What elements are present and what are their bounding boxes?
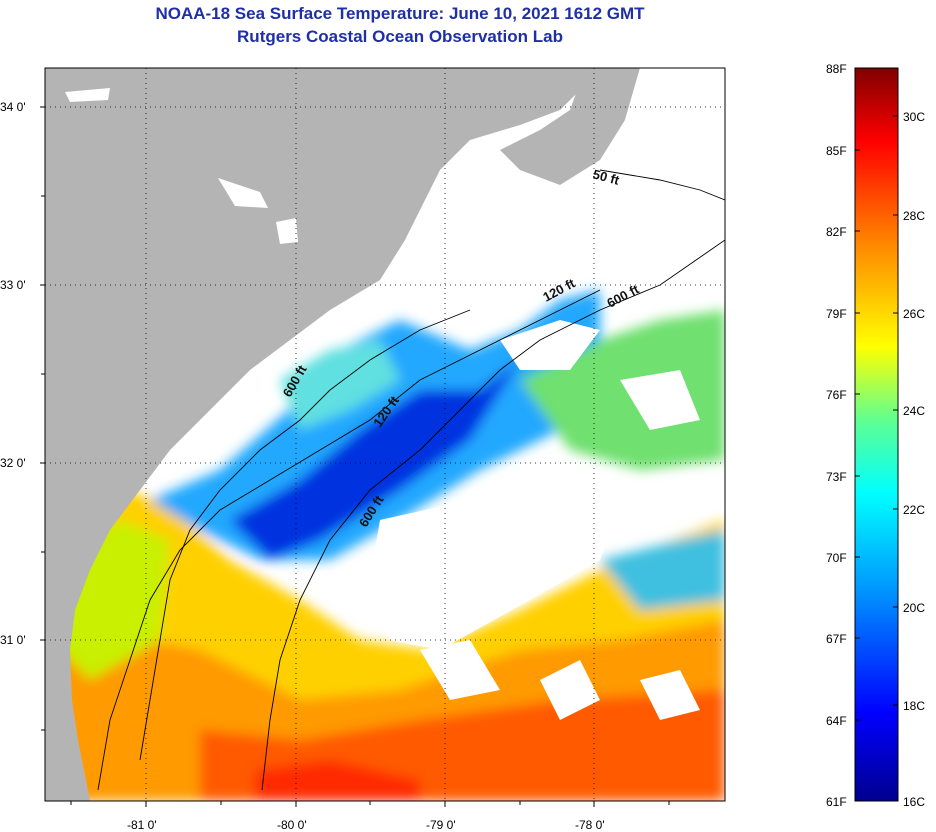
lon-label-79: -79 0' bbox=[426, 818, 456, 832]
sst-field: 50 ft 120 ft 600 ft 120 ft 600 ft 600 ft bbox=[45, 68, 725, 801]
cb-f-73: 73F bbox=[826, 470, 847, 484]
lon-label-81: -81 0' bbox=[127, 818, 157, 832]
lat-label-32: 32 0' bbox=[0, 456, 26, 470]
cb-c-22: 22C bbox=[903, 503, 925, 517]
cb-f-61: 61F bbox=[826, 795, 847, 809]
cb-f-64: 64F bbox=[826, 714, 847, 728]
colorbar-ticks bbox=[855, 115, 898, 721]
cb-c-30: 30C bbox=[903, 110, 925, 124]
lon-label-78: -78 0' bbox=[575, 818, 605, 832]
cb-f-79: 79F bbox=[826, 307, 847, 321]
cb-f-70: 70F bbox=[826, 551, 847, 565]
depth-contours bbox=[97, 169, 725, 791]
map-subtitle: Rutgers Coastal Ocean Observation Lab bbox=[237, 27, 563, 46]
cb-c-20: 20C bbox=[903, 601, 925, 615]
map-frame bbox=[44, 67, 726, 802]
cb-c-18: 18C bbox=[903, 699, 925, 713]
contour-label-50: 50 ft bbox=[591, 166, 621, 188]
cb-f-76: 76F bbox=[826, 388, 847, 402]
graticule bbox=[45, 68, 725, 801]
cb-f-88: 88F bbox=[826, 62, 847, 76]
land-mass bbox=[45, 68, 585, 801]
cb-c-16: 16C bbox=[903, 795, 925, 809]
cb-c-24: 24C bbox=[903, 404, 925, 418]
lat-label-31: 31 0' bbox=[0, 633, 26, 647]
frame-ticks bbox=[40, 106, 670, 807]
lon-label-80: -80 0' bbox=[277, 818, 307, 832]
map-title: NOAA-18 Sea Surface Temperature: June 10… bbox=[155, 4, 645, 23]
colorbar bbox=[854, 67, 899, 802]
cb-f-85: 85F bbox=[826, 144, 847, 158]
lat-label-34: 34 0' bbox=[0, 100, 26, 114]
cb-c-28: 28C bbox=[903, 209, 925, 223]
cb-f-67: 67F bbox=[826, 632, 847, 646]
cb-f-82: 82F bbox=[826, 225, 847, 239]
lat-label-33: 33 0' bbox=[0, 278, 26, 292]
cb-c-26: 26C bbox=[903, 307, 925, 321]
